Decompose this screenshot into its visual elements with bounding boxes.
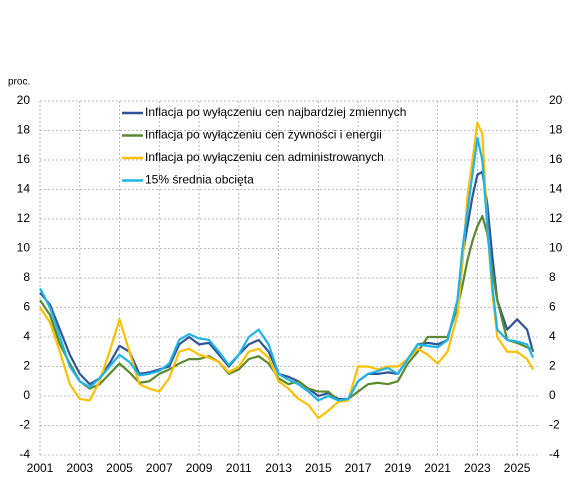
y-axis-label: proc.	[8, 77, 30, 88]
y2-tick-label: 6	[549, 300, 556, 314]
x-tick-label: 2011	[226, 461, 252, 475]
y2-tick-label: 10	[549, 241, 563, 255]
x-tick-label: 2013	[265, 461, 292, 475]
y-tick-label: 2	[23, 359, 30, 373]
y-tick-label: 12	[17, 211, 31, 225]
y-tick-label: 4	[23, 329, 30, 343]
y-tick-label: 8	[23, 270, 30, 284]
y2-tick-label: -2	[549, 418, 560, 432]
y-tick-label: 6	[23, 300, 30, 314]
y2-tick-label: 12	[549, 211, 563, 225]
y-tick-label: -2	[19, 418, 30, 432]
series-line	[39, 214, 534, 402]
legend-label: Inflacja po wyłączeniu cen administrowan…	[145, 150, 384, 164]
series-line	[39, 136, 535, 402]
y2-tick-label: -4	[549, 447, 560, 461]
x-tick-label: 2005	[106, 461, 133, 475]
y2-tick-label: 20	[549, 93, 563, 107]
series-line	[39, 122, 534, 420]
y2-tick-label: 0	[549, 388, 556, 402]
x-tick-label: 2007	[146, 461, 173, 475]
y2-tick-label: 2	[549, 359, 556, 373]
legend-label: 15% średnia obcięta	[145, 173, 254, 187]
y2-tick-label: 14	[549, 182, 563, 196]
y2-tick-label: 4	[549, 329, 556, 343]
legend-label: Inflacja po wyłączeniu cen żywności i en…	[145, 128, 382, 142]
y-tick-label: 18	[17, 123, 31, 137]
y-tick-label: 14	[17, 182, 31, 196]
x-tick-label: 2009	[186, 461, 213, 475]
x-tick-label: 2019	[384, 461, 411, 475]
y2-tick-label: 16	[549, 152, 563, 166]
x-tick-label: 2021	[424, 461, 451, 475]
y-tick-label: 16	[17, 152, 31, 166]
x-tick-label: 2025	[504, 461, 531, 475]
y-tick-label: 20	[17, 93, 31, 107]
y2-tick-label: 18	[549, 123, 563, 137]
x-tick-label: 2023	[464, 461, 491, 475]
y2-tick-label: 8	[549, 270, 556, 284]
y-tick-label: 0	[23, 388, 30, 402]
legend-label: Inflacja po wyłączeniu cen najbardziej z…	[145, 105, 406, 119]
x-tick-label: 2017	[345, 461, 372, 475]
y-tick-label: 10	[17, 241, 31, 255]
x-tick-label: 2015	[305, 461, 332, 475]
x-tick-label: 2001	[27, 461, 54, 475]
x-tick-label: 2003	[66, 461, 93, 475]
y-tick-label: -4	[19, 447, 30, 461]
